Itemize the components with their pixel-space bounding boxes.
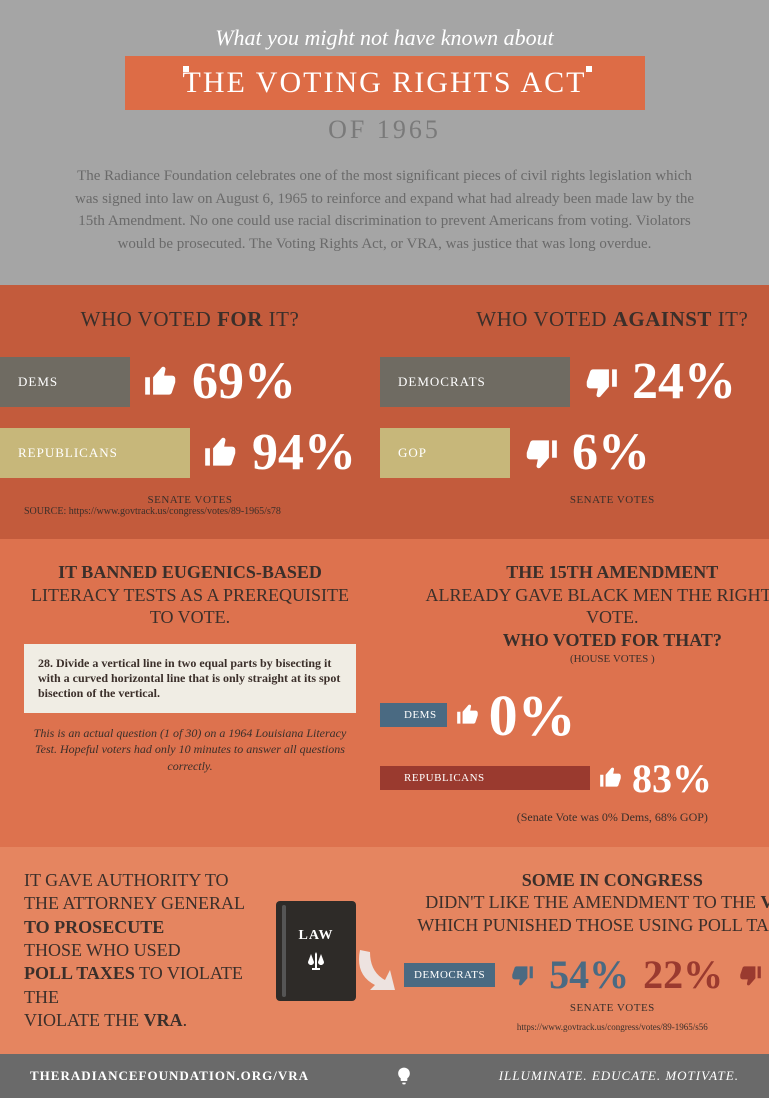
scales-icon [301, 950, 331, 974]
fifteenth-title: THE 15TH AMENDMENT ALREADY GAVE BLACK ME… [404, 561, 769, 667]
against-gop-row: GOP 6% [404, 423, 769, 482]
footer-url: THERADIANCEFOUNDATION.ORG/VRA [30, 1068, 309, 1084]
for-dems-row: DEMS 69% [24, 352, 356, 411]
thumbs-down-icon [509, 962, 535, 988]
title-text: THE VOTING RIGHTS ACT [125, 56, 645, 110]
thumbs-up-icon [598, 765, 624, 791]
against-dems-row: DEMOCRATS 24% [404, 352, 769, 411]
literacy-note: This is an actual question (1 of 30) on … [24, 725, 356, 775]
for-reps-label: REPUBLICANS [0, 428, 190, 478]
for-dems-pct: 69% [192, 352, 296, 411]
against-title: WHO VOTED AGAINST IT? [404, 307, 769, 332]
fifteenth-dems-row: DEMS 0% [404, 682, 769, 749]
against-dems-label: DEMOCRATS [380, 357, 570, 407]
thumbs-down-icon [582, 363, 620, 401]
fifteenth-senate-note: (Senate Vote was 0% Dems, 68% GOP) [404, 810, 769, 825]
thumbs-up-icon [202, 434, 240, 472]
for-source: SOURCE: https://www.govtrack.us/congress… [24, 506, 356, 517]
arrow-icon [350, 940, 410, 1000]
year-text: OF 1965 [40, 115, 729, 145]
panel-literacy: IT BANNED EUGENICS-BASED LITERACY TESTS … [0, 539, 380, 847]
polltax-dems-label: DEMOCRATS [404, 963, 495, 987]
thumbs-down-icon [522, 434, 560, 472]
intro-paragraph: The Radiance Foundation celebrates one o… [65, 165, 705, 255]
against-senate-label: SENATE VOTES [404, 494, 769, 506]
content-grid: WHO VOTED FOR IT? DEMS 69% REPUBLICANS 9… [0, 285, 769, 1054]
polltax-senate: SENATE VOTES [404, 1002, 769, 1014]
polltax-votes: DEMOCRATS 54% 22% GOP [404, 951, 769, 998]
footer: THERADIANCEFOUNDATION.ORG/VRA ILLUMINATE… [0, 1054, 769, 1098]
polltax-title: SOME IN CONGRESS DIDN'T LIKE THE AMENDME… [404, 869, 769, 937]
law-book-icon: LAW [276, 901, 356, 1001]
for-senate-label: SENATE VOTES [24, 494, 356, 506]
against-gop-pct: 6% [572, 423, 650, 482]
for-reps-pct: 94% [252, 423, 356, 482]
thumbs-up-icon [142, 363, 180, 401]
footer-tagline: ILLUMINATE. EDUCATE. MOTIVATE. [499, 1068, 739, 1084]
panel-law: IT GAVE AUTHORITY TO THE ATTORNEY GENERA… [0, 847, 380, 1055]
against-dems-pct: 24% [632, 352, 736, 411]
fifteenth-dems-label: DEMS [380, 703, 447, 727]
literacy-question-box: 28. Divide a vertical line in two equal … [24, 644, 356, 713]
for-dems-label: DEMS [0, 357, 130, 407]
fifteenth-dems-pct: 0% [489, 682, 576, 749]
lightbulb-icon [394, 1066, 414, 1086]
law-text: IT GAVE AUTHORITY TO THE ATTORNEY GENERA… [24, 869, 256, 1033]
thumbs-down-icon [737, 962, 763, 988]
fifteenth-reps-label: REPUBLICANS [380, 766, 590, 790]
for-reps-row: REPUBLICANS 94% [24, 423, 356, 482]
title-banner: THE VOTING RIGHTS ACT [125, 56, 645, 110]
thumbs-up-icon [455, 702, 481, 728]
header-script: What you might not have known about [40, 25, 729, 51]
panel-voted-against: WHO VOTED AGAINST IT? DEMOCRATS 24% GOP … [380, 285, 769, 539]
panel-polltax: SOME IN CONGRESS DIDN'T LIKE THE AMENDME… [380, 847, 769, 1055]
panel-voted-for: WHO VOTED FOR IT? DEMS 69% REPUBLICANS 9… [0, 285, 380, 539]
header: What you might not have known about THE … [0, 0, 769, 285]
literacy-title: IT BANNED EUGENICS-BASED LITERACY TESTS … [24, 561, 356, 629]
polltax-gop-pct: 22% [643, 951, 723, 998]
infographic-page: What you might not have known about THE … [0, 0, 769, 1098]
fifteenth-reps-row: REPUBLICANS 83% [404, 755, 769, 802]
polltax-dems-pct: 54% [549, 951, 629, 998]
fifteenth-reps-pct: 83% [632, 755, 712, 802]
against-gop-label: GOP [380, 428, 510, 478]
for-title: WHO VOTED FOR IT? [24, 307, 356, 332]
panel-15th: THE 15TH AMENDMENT ALREADY GAVE BLACK ME… [380, 539, 769, 847]
